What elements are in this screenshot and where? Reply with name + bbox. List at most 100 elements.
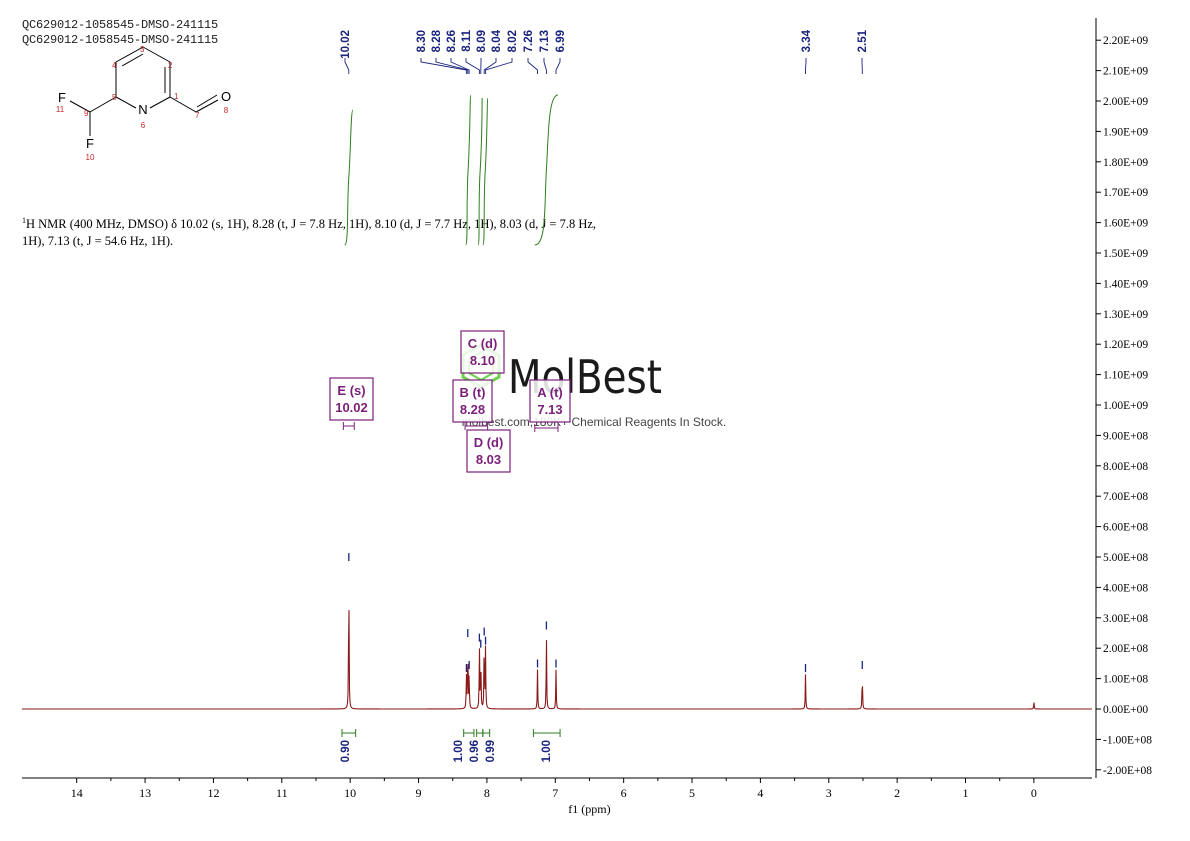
atom-f-bottom-number: 10 (86, 153, 95, 162)
multiplet-shift: 8.10 (470, 353, 495, 368)
peak-shift-label: 7.13 (539, 30, 551, 52)
integral-curve (534, 94, 559, 246)
multiplet-name: B (t) (460, 385, 486, 400)
atom-n-label: N (138, 102, 147, 117)
atom-o-number: 8 (224, 106, 229, 115)
axes-layer: 14 13 12 11 10 9 8 7 6 5 4 3 2 1 0f1 (ppm)2.20E+092.10… (22, 18, 1152, 816)
x-tick-label: 13 (139, 786, 151, 800)
y-tick-label: 1.80E+09 (1103, 157, 1148, 169)
peak-connector-line (450, 58, 470, 74)
peak-connector-line (344, 58, 350, 74)
peak-connector-line (543, 58, 547, 74)
peak-shift-label: 8.02 (507, 30, 519, 52)
peak-shift-label: 3.34 (801, 29, 813, 52)
peak-label-layer: 10.02 8.30 8.28 8.26 8.11 8.09 8.04 8.02 7.26 7.1… (340, 29, 869, 74)
y-tick-label: 4.00E+08 (1103, 582, 1148, 594)
multiplet-shift: 7.13 (537, 402, 562, 417)
spectrum-trace-line (22, 610, 1092, 710)
multiplet-box (529, 379, 571, 423)
carbon-number-1: 1 (174, 92, 179, 101)
peak-shift-label: 6.99 (555, 30, 567, 52)
peak-connector-line (435, 58, 469, 74)
multiplet-shift: 8.28 (460, 402, 485, 417)
peak-shift-label: 2.51 (857, 29, 869, 52)
x-tick-label: 12 (207, 786, 219, 800)
x-tick-label: 3 (826, 786, 832, 800)
y-tick-label: 1.10E+09 (1103, 370, 1148, 382)
y-tick-label: 1.20E+09 (1103, 339, 1148, 351)
carbon-number-3: 3 (140, 45, 145, 54)
peak-connector-line (465, 58, 480, 74)
multiplet-box (329, 377, 374, 421)
x-tick-label: 0 (1031, 786, 1037, 800)
spectrum-layer (22, 553, 1092, 710)
y-tick-label: 2.00E+09 (1103, 96, 1148, 108)
multiplet-box (466, 429, 511, 473)
x-tick-label: 9 (416, 786, 422, 800)
integral-value: 0.99 (485, 740, 497, 762)
x-tick-label: 4 (757, 786, 763, 800)
watermark-tagline: molbest.com,180K+ Chemical Reagents In S… (462, 415, 726, 429)
x-tick-label: 1 (963, 786, 969, 800)
integral-value: 0.90 (340, 740, 352, 762)
multiplet-name: D (d) (474, 435, 504, 450)
integral-layer: 0.90 1.00 0.96 0.99 1.00 (340, 94, 561, 762)
y-tick-label: 1.30E+09 (1103, 309, 1148, 321)
multiplet-name: C (d) (468, 336, 498, 351)
y-tick-label: 6.00E+08 (1103, 522, 1148, 534)
integral-value: 1.00 (453, 740, 465, 762)
peak-connector-line (555, 58, 561, 74)
y-tick-label: 1.00E+08 (1103, 674, 1148, 686)
y-tick-label: 7.00E+08 (1103, 491, 1148, 503)
integral-curve (482, 97, 489, 246)
multiplet-box (460, 330, 505, 374)
x-tick-label: 7 (552, 786, 558, 800)
x-tick-label: 8 (484, 786, 490, 800)
sample-id-line-1: QC629012-1058545-DMSO-241115 (22, 18, 219, 32)
y-tick-label: 3.00E+08 (1103, 613, 1148, 625)
peak-connector-line (420, 58, 467, 74)
multiplet-box (452, 379, 493, 423)
x-tick-label: 14 (71, 786, 83, 800)
x-tick-label: 5 (689, 786, 695, 800)
y-tick-label: 1.50E+09 (1103, 248, 1148, 260)
x-tick-label: 10 (344, 786, 356, 800)
multiplet-layer: E (s) 10.02 C (d) 8.10 B (t) 8.28 A (t) 7.13 D (… (329, 330, 571, 473)
x-tick-label: 11 (276, 786, 288, 800)
multiplet-shift: 8.03 (476, 452, 501, 467)
nmr-summary: 1H NMR (400 MHz, DMSO) δ 10.02 (s, 1H), … (22, 212, 602, 250)
structure-labels: N 6 O 8 F 11 F 10 1 2 3 4 5 7 9 (56, 45, 231, 162)
summary-text: H NMR (400 MHz, DMSO) δ 10.02 (s, 1H), 8… (22, 217, 597, 249)
peak-connector-line (527, 58, 538, 74)
integral-value: 1.00 (541, 740, 553, 762)
y-tick-label: 5.00E+08 (1103, 552, 1148, 564)
atom-f-top-number: 11 (56, 105, 65, 114)
y-tick-label: 1.90E+09 (1103, 126, 1148, 138)
peak-shift-label: 7.26 (523, 30, 535, 52)
carbon-number-7: 7 (195, 111, 200, 120)
integral-value: 0.96 (469, 740, 481, 762)
multiplet-name: E (s) (337, 383, 365, 398)
carbon-number-9: 9 (84, 109, 89, 118)
y-tick-label: 0.00E+00 (1103, 704, 1148, 716)
peak-shift-label: 8.28 (431, 29, 443, 52)
atom-n-number: 6 (141, 121, 146, 130)
carbon-number-5: 5 (112, 93, 117, 102)
carbon-number-2: 2 (168, 61, 173, 70)
peak-connector-line (485, 58, 513, 74)
y-tick-label: -1.00E+08 (1103, 734, 1152, 746)
y-tick-label: 1.60E+09 (1103, 218, 1148, 230)
y-tick-label: 8.00E+08 (1103, 461, 1148, 473)
peak-shift-label: 8.04 (491, 29, 503, 52)
atom-f-top-label: F (58, 90, 66, 105)
multiplet-name: A (t) (537, 385, 563, 400)
atom-o-label: O (221, 89, 231, 104)
y-tick-label: 2.20E+09 (1103, 35, 1148, 47)
integral-curve (344, 109, 354, 246)
atom-f-bottom-label: F (86, 136, 94, 151)
integral-curve (465, 94, 471, 246)
y-tick-label: -2.00E+08 (1103, 765, 1152, 777)
x-axis-label: f1 (ppm) (568, 802, 610, 816)
x-tick-label: 2 (894, 786, 900, 800)
